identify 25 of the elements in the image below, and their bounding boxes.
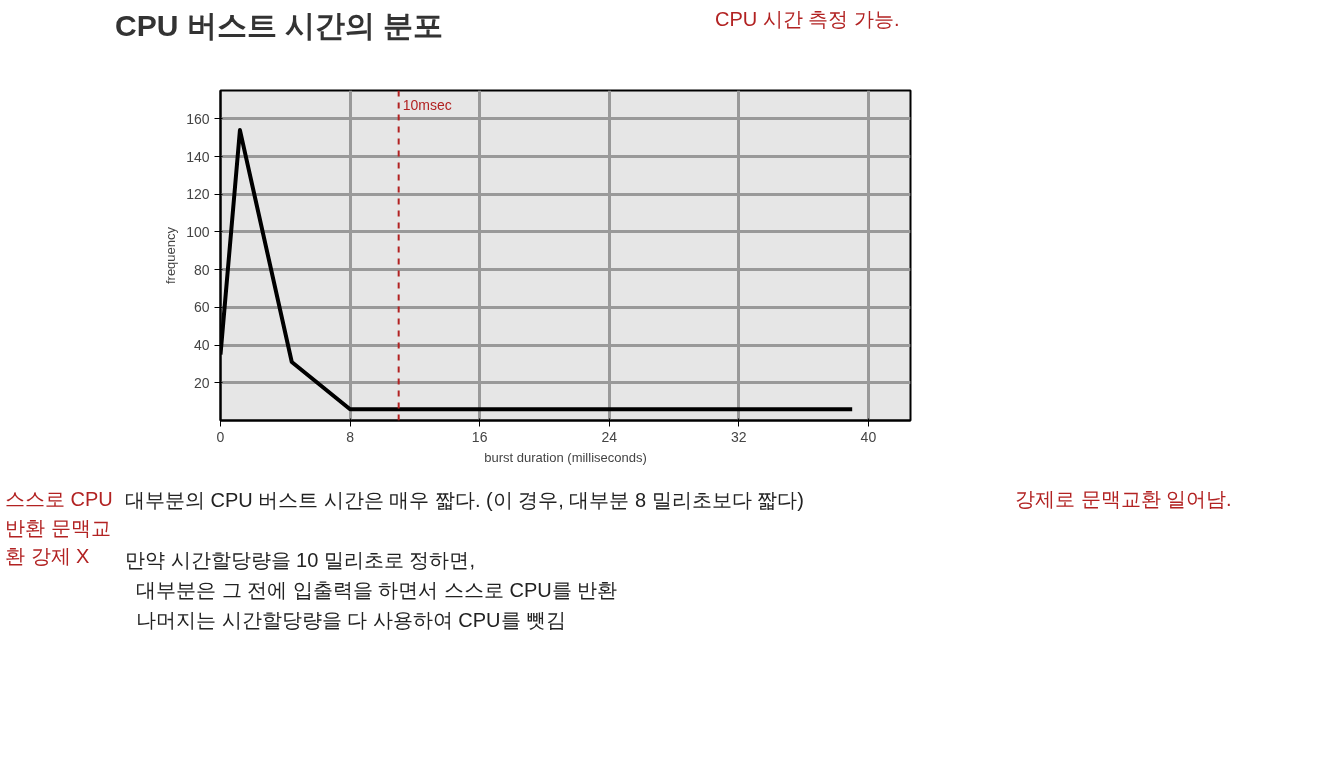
x-axis-title: burst duration (milliseconds) [484,449,647,465]
x-tick-label: 0 [216,428,225,445]
text: CPU 시간 측정 가능. [715,7,900,32]
y-tick-label: 80 [193,261,210,278]
y-tick-label: 60 [193,299,210,316]
x-tick-label: 8 [346,428,355,445]
x-tick-label: 24 [601,428,618,445]
y-tick-label: 40 [193,337,210,354]
text: 강제로 문맥교환 일어남. [1015,487,1232,512]
y-axis-title: frequency [163,226,179,285]
text: 대부분은 그 전에 입출력을 하면서 스스로 CPU를 반환 [136,579,618,601]
text: 만약 시간할당량을 10 밀리초로 정하면, [125,549,476,571]
y-tick-label: 140 [186,148,210,165]
x-tick-label: 40 [860,428,877,445]
ref-line-label: 10msec [402,96,452,113]
x-tick-label: 16 [471,428,488,445]
text: 대부분의 CPU 버스트 시간은 매우 짧다. (이 경우, 대부분 8 밀리초보다 짧다) [125,489,804,511]
y-tick-label: 120 [186,186,210,203]
y-tick-label: 160 [186,110,210,127]
y-tick-label: 20 [193,374,210,391]
chart-title: CPU 버스트 시간의 분포 [115,8,444,44]
text: 나머지는 시간할당량을 다 사용하여 CPU를 뺏김 [136,609,567,631]
text: 스스로 CPU 반환 문맥교환 강제 X [5,487,114,570]
y-tick-label: 100 [186,223,210,240]
x-tick-label: 32 [731,428,747,445]
